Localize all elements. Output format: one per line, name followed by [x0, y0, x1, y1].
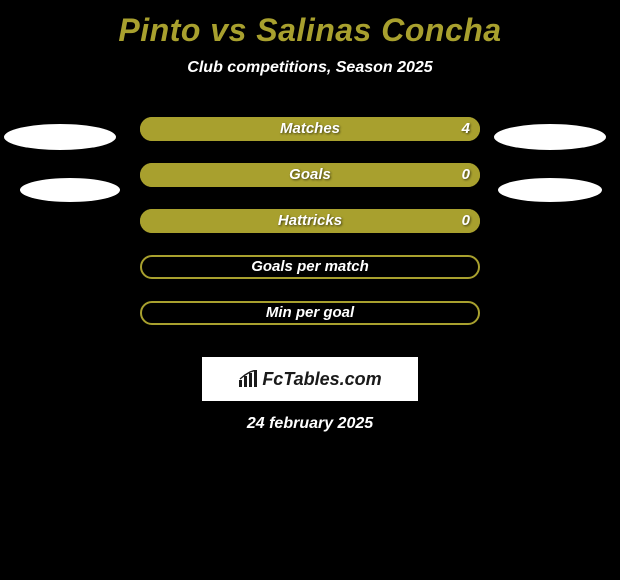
stat-label: Goals per match	[140, 255, 480, 279]
page-title: Pinto vs Salinas Concha	[0, 0, 620, 49]
stat-bar: Goals0	[140, 163, 480, 187]
footer-date: 24 february 2025	[0, 415, 620, 433]
stat-value: 0	[462, 209, 470, 233]
player-ellipse	[20, 178, 120, 202]
player-ellipse	[494, 124, 606, 150]
stat-label: Goals	[140, 163, 480, 187]
logo-box: FcTables.com	[202, 357, 418, 401]
logo-text: FcTables.com	[262, 369, 381, 390]
stat-row: Hattricks0	[0, 209, 620, 255]
stats-area: Matches4Goals0Hattricks0Goals per matchM…	[0, 117, 620, 347]
logo: FcTables.com	[238, 369, 381, 390]
stat-bar: Matches4	[140, 117, 480, 141]
stat-bar: Hattricks0	[140, 209, 480, 233]
stat-bar: Goals per match	[140, 255, 480, 279]
stat-label: Matches	[140, 117, 480, 141]
stat-row: Min per goal	[0, 301, 620, 347]
stat-label: Min per goal	[140, 301, 480, 325]
stat-bar: Min per goal	[140, 301, 480, 325]
stat-label: Hattricks	[140, 209, 480, 233]
page-subtitle: Club competitions, Season 2025	[0, 59, 620, 77]
stat-row: Goals per match	[0, 255, 620, 301]
player-ellipse	[498, 178, 602, 202]
stat-value: 0	[462, 163, 470, 187]
bar-chart-icon	[238, 370, 258, 388]
stat-value: 4	[462, 117, 470, 141]
player-ellipse	[4, 124, 116, 150]
